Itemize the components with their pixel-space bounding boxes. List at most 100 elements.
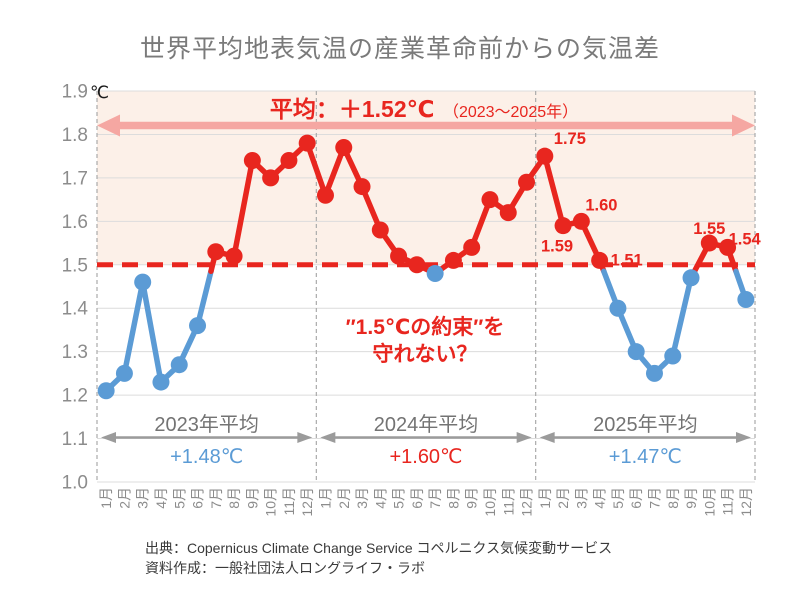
- month-tick-label: 3月: [573, 487, 589, 509]
- month-tick-label: 2月: [116, 487, 132, 509]
- data-label: 1.54: [729, 230, 762, 248]
- year-range-arrow-head-left: [101, 432, 116, 443]
- data-point: [737, 291, 755, 309]
- month-tick-label: 7月: [646, 487, 662, 509]
- month-tick-label: 1月: [317, 487, 333, 509]
- line-segment: [194, 268, 214, 329]
- data-point: [645, 364, 663, 382]
- data-point: [298, 134, 316, 152]
- y-tick-label: 1.8: [62, 125, 88, 146]
- year-average-annotation: 2023年平均 +1.48℃: [101, 413, 313, 468]
- source-note: 出典：Copernicus Climate Change Service コペル…: [145, 540, 612, 576]
- data-point: [207, 243, 225, 261]
- data-point: [243, 152, 261, 170]
- y-tick-label: 1.0: [62, 473, 88, 494]
- y-tick-label: 1.1: [62, 429, 88, 450]
- month-tick-label: 5月: [610, 487, 626, 509]
- month-tick-label: 11月: [281, 487, 297, 516]
- data-points: [97, 134, 755, 400]
- month-tick-label: 8月: [665, 487, 681, 509]
- banner-double-arrow: [97, 114, 755, 137]
- data-point: [518, 173, 536, 191]
- year-boundary-guides: [96, 91, 756, 482]
- month-tick-label: 11月: [720, 487, 736, 516]
- threshold-annotation: ″1.5℃の約束″を 守れない？: [346, 315, 505, 366]
- data-point: [280, 152, 298, 170]
- data-point: [262, 169, 280, 187]
- month-tick-label: 2月: [555, 487, 571, 509]
- data-point: [189, 317, 207, 335]
- data-point: [152, 373, 170, 391]
- month-tick-label: 5月: [391, 487, 407, 509]
- source-line1: 出典：Copernicus Climate Change Service コペル…: [145, 540, 612, 556]
- line-segment: [322, 144, 347, 199]
- data-point: [572, 212, 590, 230]
- x-axis-month-labels: 1月 2月 3月 4月 5月 6月 7月 8月 9月 10月 11月 12月 1月 2月 3月 4月 5月 6月 7…: [98, 487, 754, 517]
- y-tick-label: 1.3: [62, 342, 88, 363]
- data-point-labels: 1.75 1.59 1.60 1.51 1.551.54: [541, 130, 762, 269]
- line-segment: [121, 279, 146, 377]
- y-tick-label: 1.4: [62, 299, 89, 320]
- data-point: [627, 343, 645, 361]
- month-tick-label: 4月: [372, 487, 388, 509]
- y-tick-label: 1.7: [62, 168, 88, 189]
- month-tick-label: 10月: [482, 487, 498, 517]
- line-segment: [139, 279, 164, 385]
- year-average-annotations: 2023年平均 +1.48℃ 2024年平均 +1.60℃ 2025年平均 +1.47℃: [101, 413, 751, 468]
- data-label: 1.55: [693, 220, 725, 238]
- month-tick-label: 2月: [336, 487, 352, 509]
- data-point: [390, 247, 408, 265]
- year-average-value: +1.48℃: [170, 446, 243, 468]
- y-axis-unit-label: ℃: [90, 83, 109, 102]
- month-tick-label: 10月: [263, 487, 279, 517]
- month-tick-label: 6月: [409, 487, 425, 509]
- data-label: 1.75: [554, 130, 586, 148]
- month-tick-label: 4月: [153, 487, 169, 509]
- data-point: [591, 251, 609, 269]
- month-tick-label: 12月: [738, 487, 754, 517]
- data-point: [609, 299, 627, 317]
- month-tick-label: 7月: [208, 487, 224, 509]
- data-label: 1.59: [541, 238, 573, 256]
- data-point: [444, 251, 462, 269]
- month-tick-label: 8月: [445, 487, 461, 509]
- year-range-arrow-head-right: [297, 432, 313, 443]
- year-range-arrow-head-left: [539, 432, 555, 443]
- month-tick-label: 12月: [299, 487, 315, 517]
- source-line2: 資料作成：一般社団法人ロングライフ・ラボ: [145, 560, 425, 576]
- month-tick-label: 4月: [592, 487, 608, 509]
- data-point: [536, 147, 554, 165]
- data-point: [481, 191, 499, 209]
- month-tick-label: 9月: [464, 487, 480, 509]
- y-tick-label: 1.6: [62, 212, 88, 233]
- data-point: [719, 238, 737, 256]
- data-point: [408, 256, 426, 274]
- year-average-value: +1.60℃: [389, 446, 462, 468]
- month-tick-label: 3月: [354, 487, 370, 509]
- month-tick-label: 10月: [701, 487, 717, 517]
- annotation-line2: 守れない？: [373, 342, 478, 366]
- year-average-label: 2024年平均: [374, 413, 479, 436]
- month-tick-label: 9月: [683, 487, 699, 509]
- data-point: [463, 238, 481, 256]
- month-tick-label: 11月: [500, 487, 516, 516]
- line-segment: [670, 275, 694, 359]
- month-tick-label: 5月: [171, 487, 187, 509]
- month-tick-label: 3月: [135, 487, 151, 509]
- data-label: 1.60: [585, 196, 617, 214]
- month-tick-label: 6月: [190, 487, 206, 509]
- month-tick-label: 1月: [98, 487, 114, 509]
- line-segment: [304, 140, 329, 199]
- data-point: [682, 269, 700, 287]
- year-range-arrow-head-left: [320, 432, 336, 443]
- month-tick-label: 6月: [628, 487, 644, 509]
- data-point: [225, 247, 243, 265]
- data-point: [499, 204, 517, 222]
- month-tick-label: 8月: [226, 487, 242, 509]
- data-point: [115, 364, 133, 382]
- year-range-arrow-head-right: [736, 432, 751, 443]
- year-average-annotation: 2025年平均 +1.47℃: [539, 413, 751, 468]
- line-segment: [468, 196, 493, 251]
